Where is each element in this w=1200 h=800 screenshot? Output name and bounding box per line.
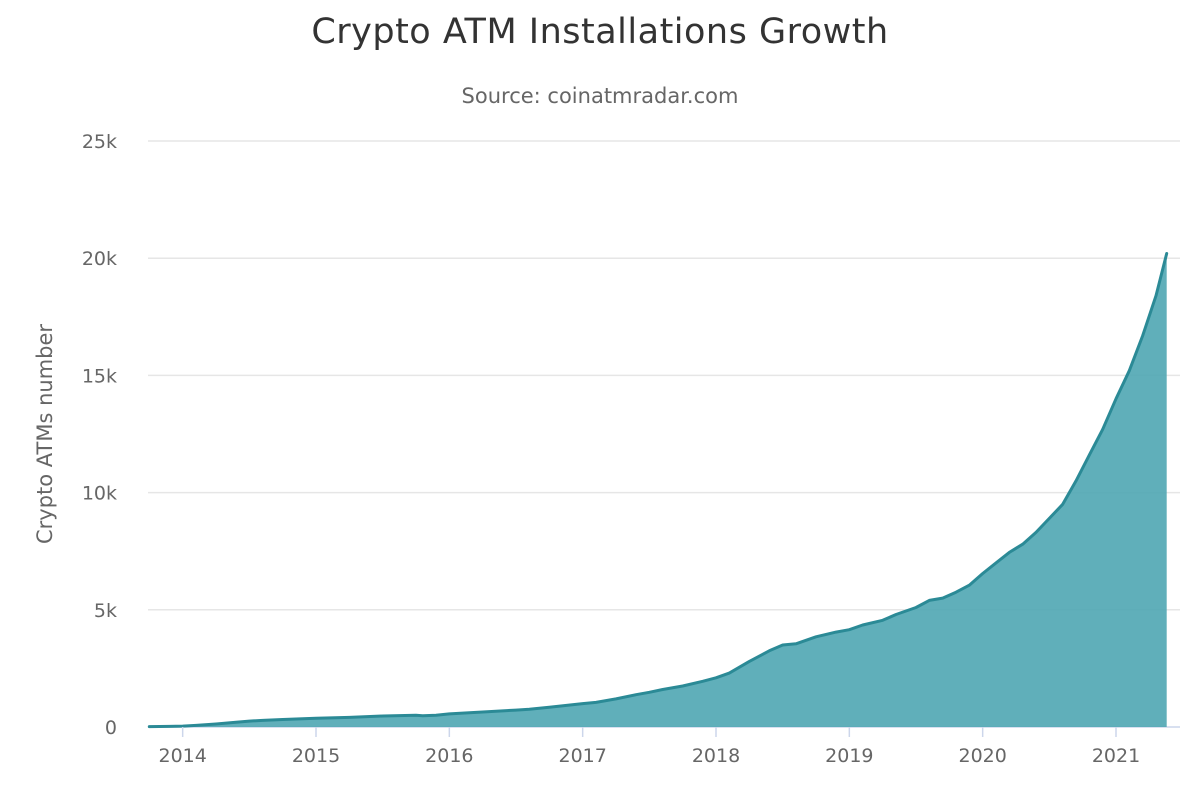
y-tick-label: 20k (82, 248, 117, 270)
chart-subtitle: Source: coinatmradar.com (461, 84, 739, 108)
x-tick-label: 2018 (692, 745, 740, 767)
series-line (147, 252, 1169, 729)
series-area (149, 253, 1167, 727)
y-axis-title: Crypto ATMs number (33, 324, 57, 544)
x-tick-label: 2017 (558, 745, 606, 767)
area-layer (147, 252, 1169, 729)
y-tick-label: 15k (82, 365, 117, 387)
x-tick-label: 2014 (158, 745, 206, 767)
x-tick-label: 2019 (825, 745, 873, 767)
x-tick-label: 2020 (958, 745, 1006, 767)
y-tick-label: 5k (94, 600, 117, 622)
x-tick-label: 2015 (292, 745, 340, 767)
y-tick-label: 25k (82, 131, 117, 153)
x-tick-label: 2016 (425, 745, 473, 767)
axis-layer: 0 5k 10k 15k 20k 25k 2014 2015 2016 2017 2018 2019 2… (82, 131, 1140, 767)
x-tick-label: 2021 (1092, 745, 1140, 767)
y-tick-label: 10k (82, 483, 117, 505)
y-tick-label: 0 (105, 717, 117, 739)
chart-title: Crypto ATM Installations Growth (311, 12, 889, 52)
